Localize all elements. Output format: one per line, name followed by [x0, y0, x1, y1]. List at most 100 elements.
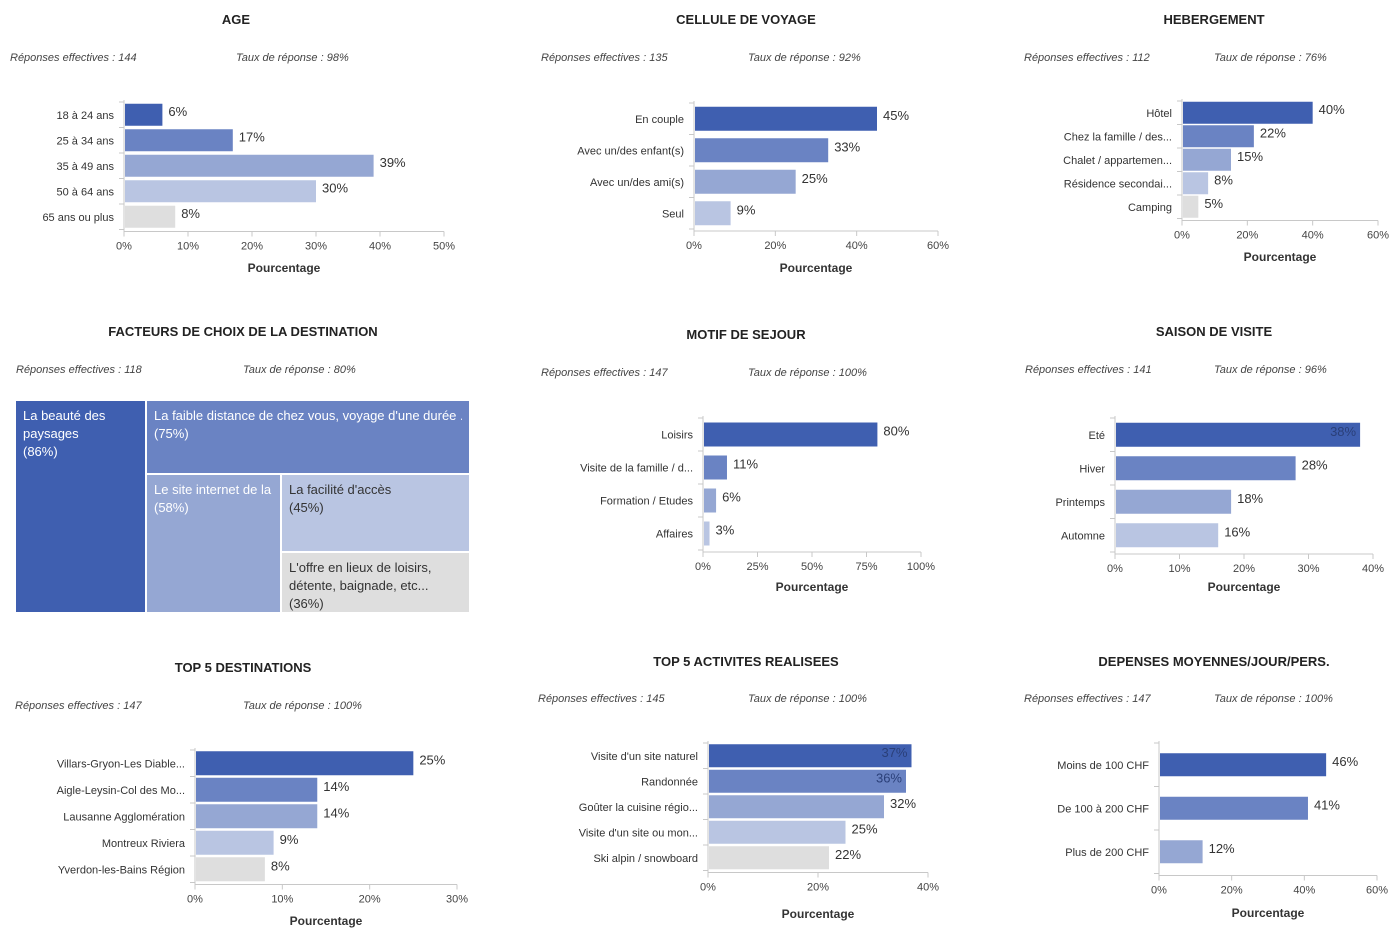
category-label: Plus de 200 CHF	[1065, 847, 1149, 859]
bar[interactable]	[1183, 148, 1231, 171]
bar[interactable]	[695, 138, 829, 163]
treemap-item-label: détente, baignade, etc...	[289, 578, 429, 593]
bar[interactable]	[1183, 125, 1254, 148]
treemap-cell[interactable]: La faible distance de chez vous, voyage …	[146, 400, 470, 474]
data-label: 8%	[181, 206, 200, 221]
chart-title: CELLULE DE VOYAGE	[676, 12, 816, 27]
bar[interactable]	[1183, 172, 1209, 195]
x-axis-title: Pourcentage	[780, 261, 853, 275]
x-tick-label: 0%	[1151, 885, 1167, 897]
treemap-cell[interactable]: Le site internet de la (58%)	[146, 474, 281, 613]
x-tick-label: 20%	[359, 894, 381, 906]
category-label: Avec un/des ami(s)	[590, 177, 684, 189]
data-label: 22%	[835, 847, 861, 862]
responses-count: Réponses effectives : 141	[1025, 364, 1152, 376]
bar[interactable]	[196, 777, 318, 802]
bar[interactable]	[125, 180, 316, 203]
bar[interactable]	[709, 744, 912, 768]
x-axis-title: Pourcentage	[1208, 580, 1281, 594]
data-label: 38%	[1330, 424, 1356, 439]
bar[interactable]	[1160, 796, 1308, 820]
x-tick-label: 0%	[700, 882, 716, 894]
bar[interactable]	[704, 422, 878, 447]
bar[interactable]	[695, 201, 731, 226]
bar[interactable]	[709, 820, 846, 844]
data-label: 25%	[852, 821, 878, 836]
bar[interactable]	[196, 857, 265, 882]
bar[interactable]	[125, 205, 176, 228]
bar[interactable]	[704, 488, 717, 513]
category-label: Visite de la famille / d...	[580, 463, 693, 475]
x-tick-label: 10%	[1168, 563, 1190, 575]
responses-count: Réponses effectives : 147	[1024, 693, 1151, 705]
category-label: Lausanne Agglomération	[63, 811, 185, 823]
bar[interactable]	[1116, 489, 1232, 514]
response-rate: Taux de réponse : 100%	[243, 700, 362, 712]
category-label: Hôtel	[1146, 108, 1172, 120]
data-label: 32%	[890, 796, 916, 811]
x-tick-label: 20%	[807, 882, 829, 894]
x-tick-label: 20%	[1233, 563, 1255, 575]
treemap-cell[interactable]: L'offre en lieux de loisirs, détente, bai…	[281, 552, 470, 613]
chart-title: AGE	[221, 12, 251, 27]
treemap-cell[interactable]: La facilité d'accès (45%)	[281, 474, 470, 552]
bar[interactable]	[125, 129, 233, 152]
bar[interactable]	[125, 103, 163, 126]
bar[interactable]	[1160, 840, 1203, 864]
data-label: 39%	[380, 155, 406, 170]
data-label: 30%	[322, 180, 348, 195]
data-label: 17%	[239, 129, 265, 144]
bar[interactable]	[709, 846, 829, 870]
bar[interactable]	[196, 830, 274, 855]
bar[interactable]	[1116, 523, 1219, 548]
responses-count: Réponses effectives : 112	[1024, 52, 1150, 64]
response-rate: Taux de réponse : 100%	[748, 693, 867, 705]
data-label: 14%	[323, 779, 349, 794]
bar[interactable]	[1116, 422, 1361, 447]
data-label: 18%	[1237, 491, 1263, 506]
category-label: Montreux Riviera	[102, 838, 186, 850]
category-label: Chalet / appartemen...	[1063, 155, 1172, 167]
bar[interactable]	[709, 769, 906, 793]
x-tick-label: 20%	[241, 241, 263, 253]
category-label: Yverdon-les-Bains Région	[58, 864, 185, 876]
category-label: Chez la famille / des...	[1064, 131, 1172, 143]
category-label: Printemps	[1055, 497, 1105, 509]
category-label: Ski alpin / snowboard	[593, 853, 698, 865]
bar[interactable]	[1183, 195, 1199, 218]
data-label: 16%	[1224, 524, 1250, 539]
bar[interactable]	[196, 751, 414, 776]
data-label: 80%	[883, 424, 909, 439]
bar[interactable]	[695, 106, 877, 131]
data-label: 46%	[1332, 754, 1358, 769]
category-label: Randonnée	[641, 776, 698, 788]
bar[interactable]	[1116, 456, 1296, 481]
category-label: Visite d'un site ou mon...	[579, 827, 698, 839]
bar[interactable]	[695, 169, 796, 194]
category-label: Eté	[1088, 430, 1105, 442]
bar[interactable]	[704, 521, 710, 546]
x-tick-label: 25%	[746, 561, 768, 573]
bar[interactable]	[1160, 753, 1327, 777]
bar[interactable]	[709, 795, 884, 819]
bar[interactable]	[1183, 101, 1313, 124]
data-label: 22%	[1260, 125, 1286, 140]
category-label: Résidence secondai...	[1064, 178, 1172, 190]
category-label: Villars-Gryon-Les Diable...	[57, 758, 185, 770]
bar[interactable]	[196, 804, 318, 829]
data-label: 14%	[323, 805, 349, 820]
responses-count: Réponses effectives : 144	[10, 52, 137, 64]
x-tick-label: 30%	[1297, 563, 1319, 575]
x-axis-title: Pourcentage	[248, 261, 321, 275]
bar[interactable]	[125, 154, 374, 177]
data-label: 9%	[737, 202, 756, 217]
bar[interactable]	[704, 455, 727, 480]
treemap-cell[interactable]: La beauté des paysages (86%)	[15, 400, 146, 613]
treemap-item-label: paysages	[23, 426, 79, 441]
data-label: 45%	[883, 108, 909, 123]
treemap-item-label: La faible distance de chez vous, voyage …	[154, 408, 462, 423]
x-tick-label: 10%	[271, 894, 293, 906]
